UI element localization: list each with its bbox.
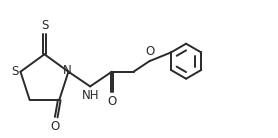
Text: O: O (145, 45, 155, 58)
Text: O: O (51, 120, 60, 133)
Text: N: N (63, 64, 71, 77)
Text: S: S (11, 64, 19, 78)
Text: NH: NH (82, 89, 99, 102)
Text: O: O (107, 95, 116, 108)
Text: S: S (41, 18, 48, 32)
